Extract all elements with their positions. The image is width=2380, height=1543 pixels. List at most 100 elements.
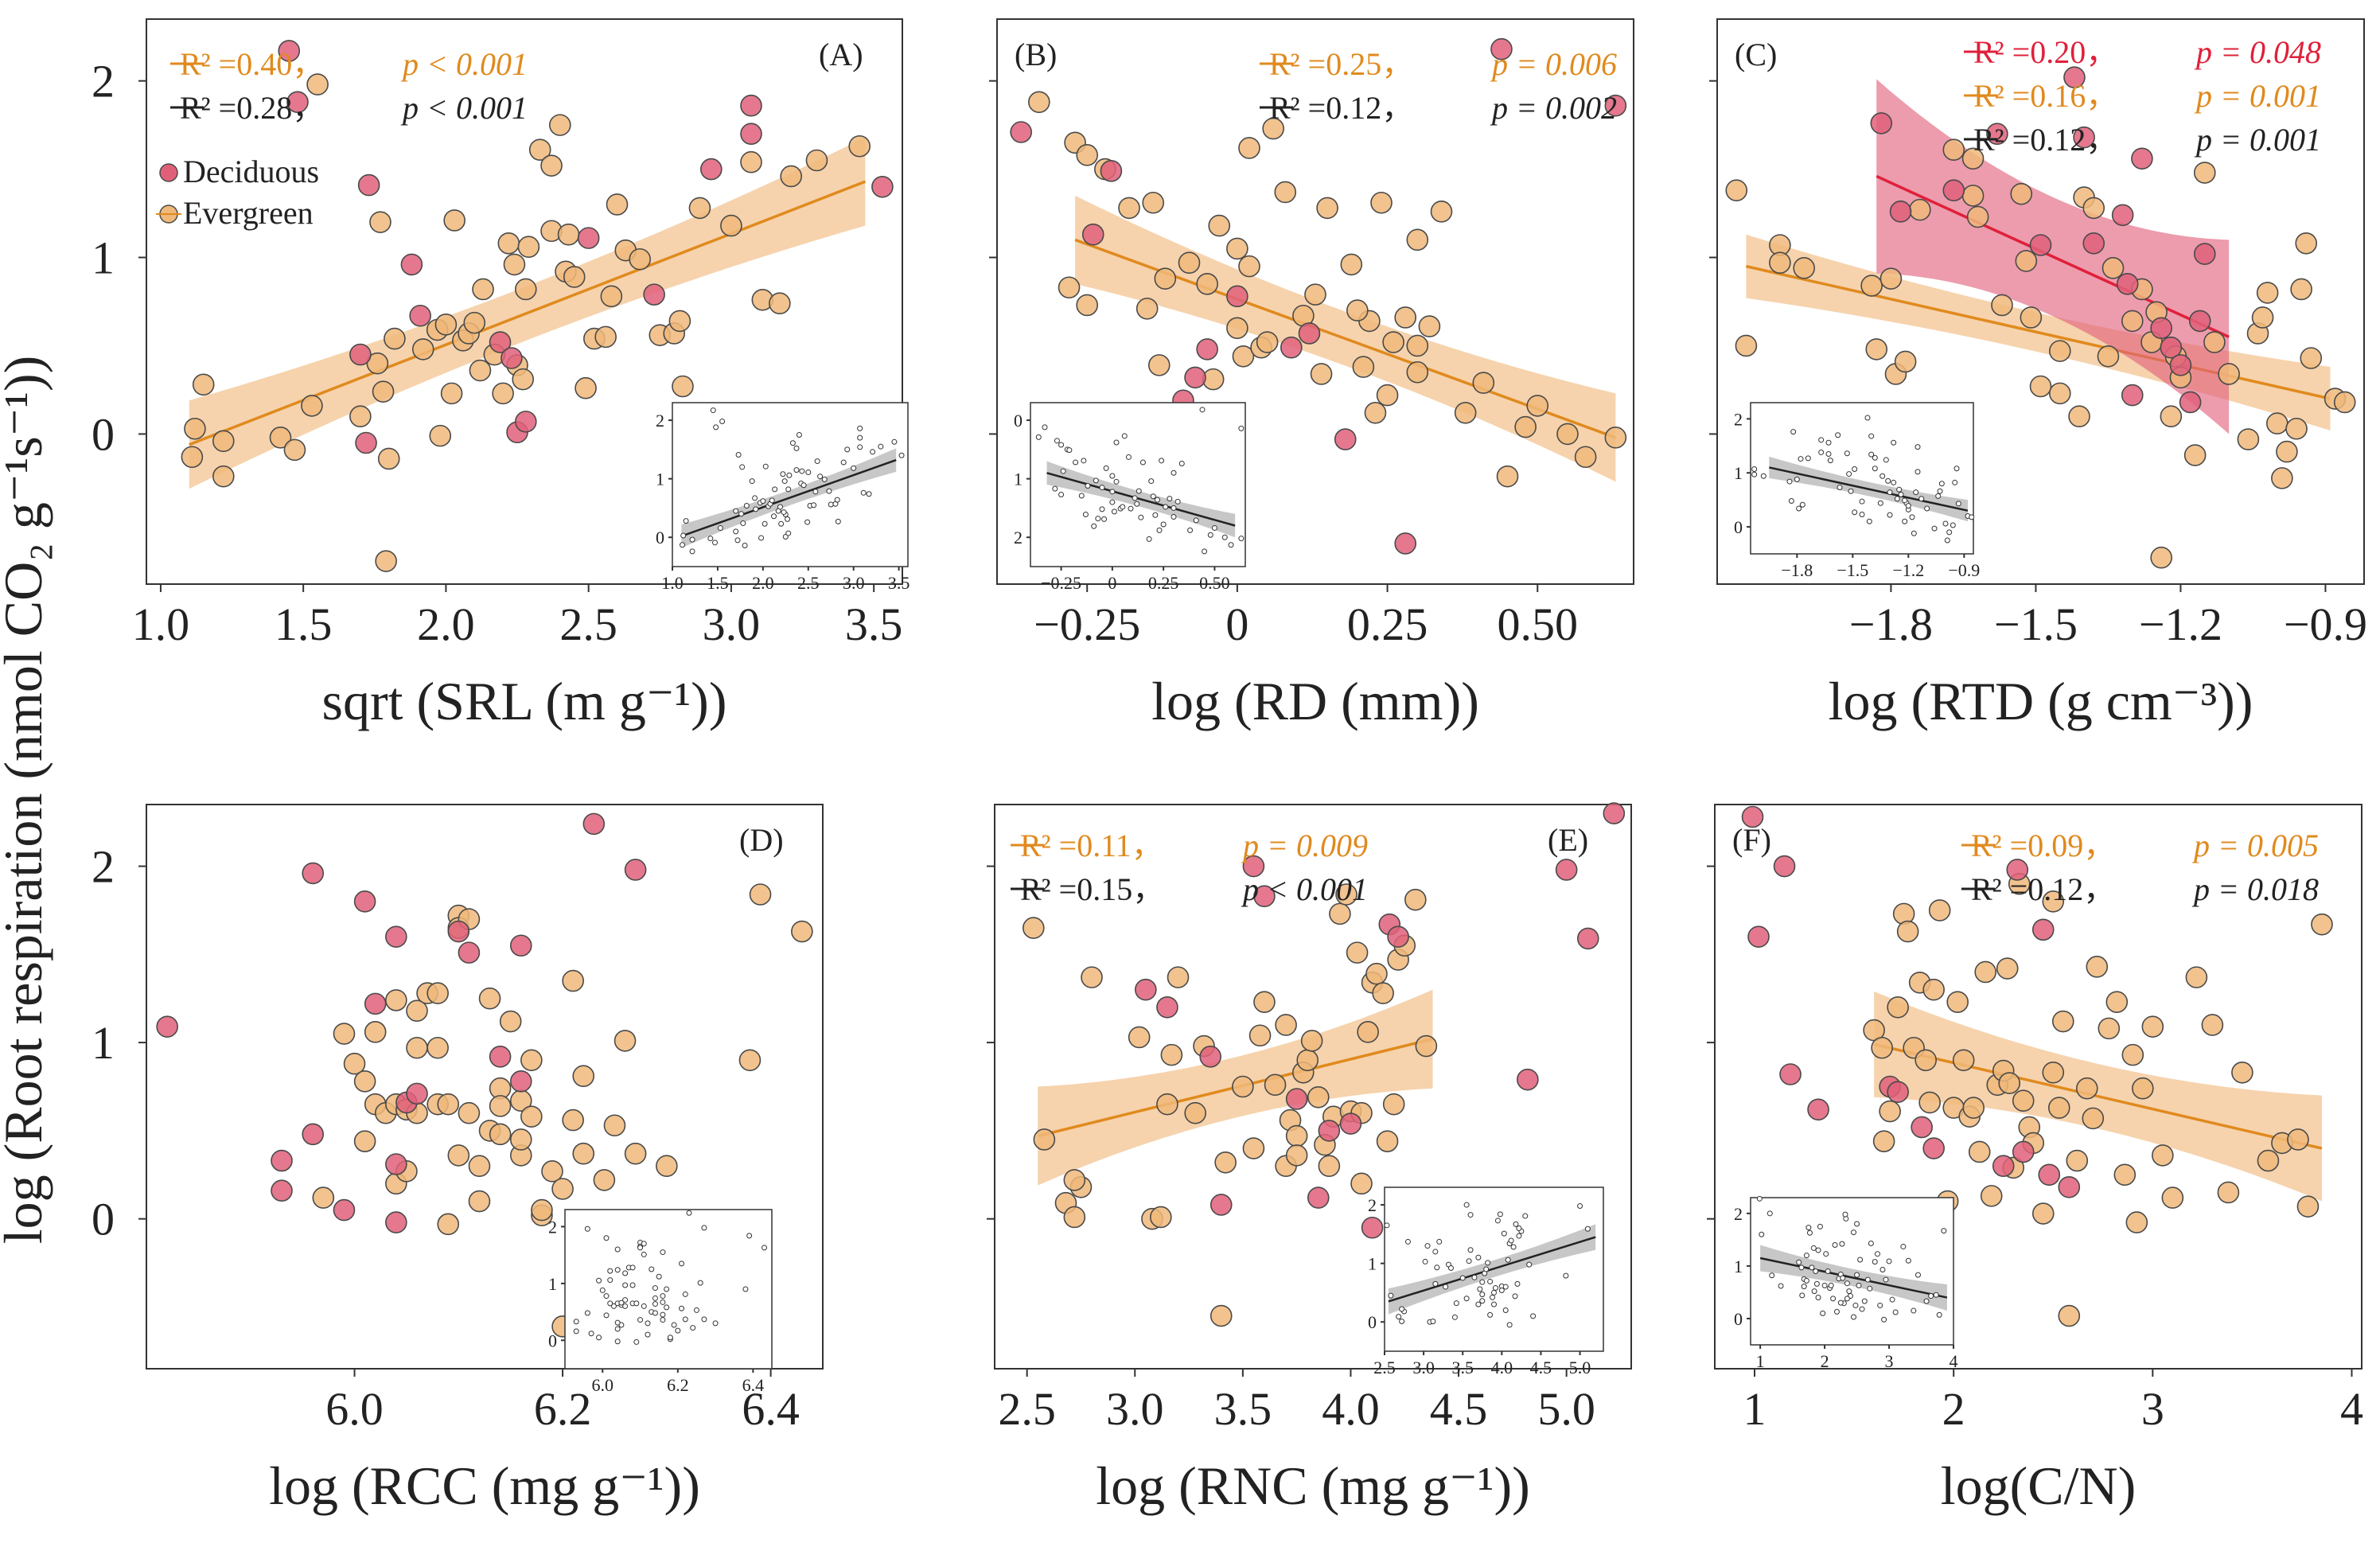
data-point-evergreen (2048, 340, 2071, 362)
inset-data-point (633, 1300, 640, 1307)
data-point-evergreen (2047, 1097, 2070, 1119)
x-tick-label: 3.0 (1106, 1383, 1164, 1435)
data-point-evergreen (406, 1036, 428, 1059)
x-tick-label: 1 (1743, 1383, 1766, 1435)
panel-letter: (C) (1735, 37, 1777, 72)
data-point-evergreen (1909, 198, 1931, 221)
data-point-deciduous (700, 158, 723, 181)
inset-data-point (1798, 1264, 1805, 1271)
inset-data-point (719, 419, 726, 425)
inset-data-point (588, 1331, 594, 1337)
inset-data-point (878, 443, 884, 450)
data-point-evergreen (2287, 1128, 2309, 1151)
inset-data-point (1805, 455, 1811, 462)
inset-fit-line (1046, 472, 1236, 527)
inset-data-point (1879, 473, 1886, 479)
data-point-deciduous (1307, 1186, 1330, 1209)
data-point-evergreen (2121, 1043, 2144, 1066)
inset-data-point (1132, 495, 1138, 501)
r-squared-all: R² =0.12， (1973, 122, 2117, 158)
data-point-evergreen (2160, 405, 2183, 428)
inset-data-point (1238, 425, 1245, 431)
r-squared-evergreen: R² =0.25， (1269, 46, 1413, 82)
inset-data-point (1868, 1240, 1874, 1246)
data-point-deciduous (1334, 428, 1357, 450)
inset-data-point (1935, 493, 1942, 499)
inset-data-point (793, 445, 800, 451)
data-point-deciduous (271, 1149, 293, 1172)
data-point-evergreen (468, 1190, 491, 1213)
inset-data-point (675, 1327, 681, 1334)
x-tick-label: 6.4 (742, 1383, 800, 1435)
inset-data-point (1877, 500, 1883, 506)
inset-data-point (1453, 1300, 1459, 1307)
inset-data-point (1060, 468, 1066, 474)
y-tick-label: 0 (92, 408, 115, 460)
data-point-evergreen (1364, 401, 1387, 424)
fit-line-evergreen (189, 180, 867, 446)
data-point-evergreen (1242, 1137, 1265, 1159)
x-tick-label: 2.0 (417, 598, 475, 650)
inset-data-point (660, 1317, 666, 1323)
data-point-evergreen (600, 285, 623, 308)
data-point-deciduous (2058, 1175, 2081, 1198)
inset-data-point (599, 1287, 606, 1293)
legend-deciduous-label: Deciduous (183, 154, 319, 189)
data-point-evergreen (1430, 201, 1453, 223)
inset-data-point (1879, 1267, 1886, 1273)
x-tick-label: 3.5 (845, 598, 903, 650)
data-point-evergreen (1946, 991, 1969, 1013)
inset-data-point (1388, 1292, 1394, 1299)
data-point-evergreen (1998, 1072, 2021, 1094)
data-point-evergreen (434, 314, 458, 336)
data-point-deciduous (357, 173, 380, 197)
data-point-evergreen (1382, 331, 1404, 353)
data-point-evergreen (517, 236, 540, 259)
inset-data-point (1825, 1268, 1831, 1274)
data-point-deciduous (2012, 1140, 2035, 1163)
inset-fit-line (1759, 1257, 1948, 1299)
inset-data-point (781, 478, 788, 485)
inset-data-point (1751, 471, 1758, 477)
inset-data-point (1891, 479, 1897, 485)
inset-data-point (1818, 449, 1825, 455)
inset-data-point (1138, 514, 1144, 520)
inset-data-point (701, 1316, 707, 1323)
inset-data-point (1078, 493, 1085, 499)
data-point-evergreen (2296, 1195, 2320, 1218)
data-point-evergreen (1952, 1049, 1975, 1072)
inset-data-point (622, 1303, 629, 1309)
data-point-deciduous (1156, 996, 1178, 1019)
x-tick-label: −1.8 (1849, 598, 1933, 650)
inset-data-point (1491, 1289, 1497, 1296)
data-point-evergreen (2048, 382, 2071, 405)
inset-x-tick-label: 6.0 (592, 1375, 614, 1395)
data-point-evergreen (1196, 273, 1218, 295)
data-point-evergreen (375, 550, 397, 572)
data-point-evergreen (469, 359, 492, 382)
inset-data-point (814, 458, 820, 465)
x-tick-label: 3.5 (1214, 1383, 1272, 1435)
inset-y-tick-label: 1 (656, 470, 664, 489)
data-point-evergreen (212, 430, 235, 453)
inset-data-point (785, 516, 791, 522)
inset-data-point (683, 518, 689, 524)
data-point-evergreen (385, 989, 407, 1011)
p-value-all: p < 0.001 (400, 90, 528, 126)
r-squared-deciduous: R² =0.20， (1973, 34, 2117, 70)
data-point-deciduous (1209, 1194, 1233, 1216)
data-point-evergreen (738, 1049, 762, 1072)
inset-data-point (682, 1316, 688, 1323)
data-point-evergreen (1404, 888, 1427, 911)
inset-data-point (1171, 470, 1177, 476)
data-point-evergreen (656, 1155, 678, 1178)
inset-data-point (1479, 1298, 1486, 1304)
data-point-evergreen (1346, 941, 1369, 964)
inset-data-point (1479, 1292, 1486, 1298)
data-point-evergreen (603, 1114, 626, 1137)
panel-letter: (E) (1548, 822, 1588, 858)
data-point-evergreen (769, 292, 791, 315)
data-point-deciduous (2082, 232, 2105, 255)
inset-data-point (1111, 508, 1117, 515)
data-point-deciduous (302, 1123, 325, 1146)
